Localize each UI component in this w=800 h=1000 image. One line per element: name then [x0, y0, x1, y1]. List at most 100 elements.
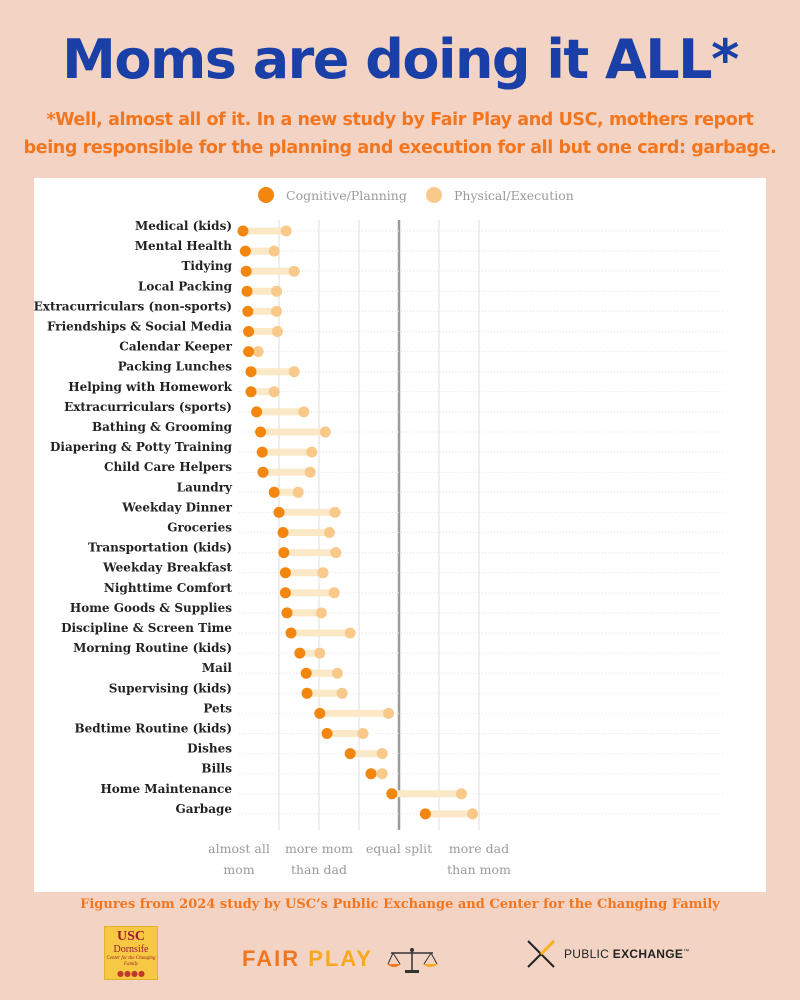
- exchange-word: EXCHANGE: [612, 947, 684, 961]
- cognitive-planning-point: [294, 647, 306, 659]
- cognitive-planning-point: [301, 687, 313, 699]
- category-label: Local Packing: [138, 279, 233, 293]
- x-tick-label-2: more mom: [285, 841, 353, 856]
- cognitive-planning-point: [243, 346, 255, 358]
- category-label: Child Care Helpers: [104, 460, 232, 474]
- physical-execution-point: [357, 728, 369, 739]
- category-label: Bills: [201, 762, 232, 776]
- physical-execution-point: [329, 506, 341, 518]
- physical-execution-point: [328, 587, 340, 599]
- cognitive-planning-point: [243, 326, 255, 337]
- cognitive-planning-point: [277, 527, 289, 538]
- physical-execution-point: [288, 265, 300, 277]
- cognitive-planning-point: [281, 607, 293, 619]
- subtitle-line-1: *Well, almost all of it. In a new study …: [46, 110, 754, 130]
- physical-execution-point: [280, 225, 292, 237]
- category-label: Transportation (kids): [88, 541, 232, 555]
- physical-execution-point: [314, 647, 326, 659]
- public-word: PUBLIC: [564, 947, 610, 961]
- cognitive-planning-point: [239, 245, 251, 257]
- x-tick-label-4-line-2: than mom: [447, 862, 511, 877]
- physical-execution-point: [376, 748, 388, 760]
- physical-execution-point: [383, 707, 395, 719]
- category-label: Morning Routine (kids): [73, 641, 232, 655]
- usc-dornsife-logo: USC Dornsife Center for the Changing Fam…: [104, 926, 158, 980]
- legend-marker-1: [258, 187, 274, 203]
- category-label: Mental Health: [135, 239, 233, 253]
- category-label: Extracurriculars (sports): [64, 400, 232, 414]
- category-label: Nighttime Comfort: [104, 581, 233, 595]
- cognitive-planning-point: [314, 707, 326, 719]
- family-icon: ●●●●: [117, 969, 145, 978]
- cognitive-planning-point: [251, 406, 263, 418]
- category-label: Garbage: [175, 802, 232, 816]
- cognitive-planning-point: [237, 225, 249, 237]
- physical-execution-point: [330, 547, 342, 559]
- category-label: Mail: [202, 661, 233, 675]
- category-label: Home Maintenance: [100, 782, 232, 796]
- cognitive-planning-point: [321, 728, 333, 739]
- usc-logo-text: USC: [116, 929, 145, 944]
- cognitive-planning-point: [241, 285, 253, 297]
- fair-logo-text: FAIR: [242, 946, 301, 971]
- category-label: Pets: [203, 701, 232, 715]
- category-label: Weekday Dinner: [121, 500, 232, 514]
- physical-execution-point: [271, 305, 283, 317]
- category-label: Helping with Homework: [68, 380, 232, 394]
- physical-execution-point: [455, 788, 467, 800]
- page-title: Moms are doing it ALL*: [62, 28, 739, 91]
- category-label: Groceries: [167, 521, 232, 535]
- cognitive-planning-point: [245, 366, 257, 378]
- category-label: Diapering & Potty Training: [50, 440, 233, 454]
- category-label: Discipline & Screen Time: [61, 621, 232, 635]
- cognitive-planning-point: [279, 567, 291, 579]
- x-tick-label-4: more dad: [449, 841, 509, 856]
- x-tick-label-3: equal split: [366, 841, 432, 856]
- cognitive-planning-point: [279, 587, 291, 599]
- category-label: Extracurriculars (non-sports): [34, 299, 232, 313]
- physical-execution-point: [271, 326, 283, 337]
- category-label: Packing Lunches: [118, 360, 233, 374]
- physical-execution-point: [252, 346, 264, 358]
- cognitive-planning-point: [255, 426, 267, 438]
- dumbbell-chart: Cognitive/Planning Physical/Execution Medi…: [34, 187, 724, 877]
- dornsife-logo-text: Dornsife: [113, 944, 149, 955]
- category-label: Laundry: [177, 480, 233, 494]
- cognitive-planning-point: [300, 667, 312, 679]
- category-label: Weekday Breakfast: [102, 561, 232, 575]
- category-label: Medical (kids): [135, 219, 232, 233]
- physical-execution-point: [292, 486, 304, 498]
- physical-execution-point: [288, 366, 300, 378]
- cognitive-planning-point: [344, 748, 356, 760]
- scale-balance-icon: [386, 948, 438, 974]
- cognitive-planning-point: [256, 446, 268, 458]
- physical-execution-point: [271, 285, 283, 297]
- category-label: Bathing & Grooming: [92, 420, 233, 434]
- play-logo-text: PLAY: [308, 946, 373, 971]
- legend-label-1: Cognitive/Planning: [286, 188, 407, 203]
- category-label: Home Goods & Supplies: [70, 601, 232, 615]
- physical-execution-point: [298, 406, 310, 418]
- category-label: Bedtime Routine (kids): [75, 722, 233, 736]
- cognitive-planning-point: [242, 305, 254, 317]
- physical-execution-point: [323, 527, 335, 538]
- category-label: Dishes: [187, 742, 232, 756]
- physical-execution-point: [344, 627, 356, 639]
- physical-execution-point: [331, 667, 343, 679]
- cognitive-planning-point: [419, 808, 431, 820]
- public-exchange-text: PUBLIC EXCHANGE™: [564, 947, 690, 961]
- x-mark-icon: [527, 939, 556, 968]
- x-tick-label-2-line-2: than dad: [291, 862, 347, 877]
- usc-center-text: Center for the Changing Family: [106, 956, 156, 967]
- physical-execution-point: [319, 426, 331, 438]
- cognitive-planning-point: [386, 788, 398, 800]
- category-label: Tidying: [181, 259, 232, 273]
- subtitle-line-2: being responsible for the planning and e…: [23, 138, 777, 158]
- cognitive-planning-point: [240, 265, 252, 277]
- public-exchange-logo: PUBLIC EXCHANGE™: [524, 936, 690, 972]
- cognitive-planning-point: [257, 466, 269, 478]
- physical-execution-point: [268, 245, 280, 257]
- physical-execution-point: [376, 768, 388, 780]
- category-label: Calendar Keeper: [119, 340, 232, 354]
- cognitive-planning-point: [365, 768, 377, 780]
